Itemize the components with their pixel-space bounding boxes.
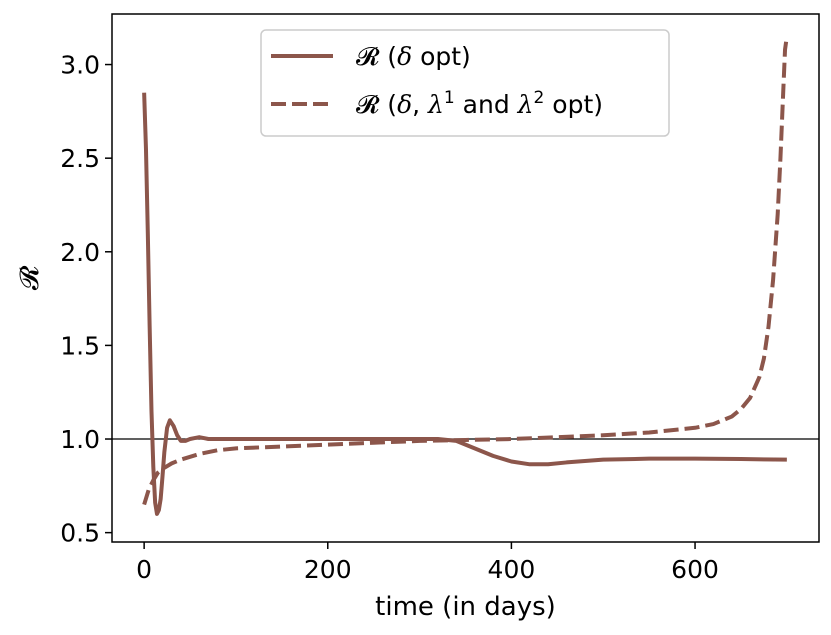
plot-frame	[111, 13, 820, 543]
x-tick-label: 600	[671, 555, 719, 584]
legend-label-1: 𝓡 (δ, λ1 and λ2 opt)	[356, 88, 603, 119]
x-tick-label: 200	[304, 555, 352, 584]
y-tick-label: 3.0	[60, 51, 100, 80]
y-tick-label: 2.0	[60, 238, 100, 267]
plot-layer	[112, 36, 819, 516]
ticks-layer: 0 200 400 600 0.5 1.0 1.5 2.0 2.5 3.0	[60, 51, 719, 584]
y-axis-label: 𝓡	[15, 265, 45, 290]
y-tick-label: 0.5	[60, 519, 100, 548]
series-line-1	[142, 36, 789, 506]
series-line-0	[142, 92, 787, 516]
x-tick-label: 400	[488, 555, 536, 584]
legend-box	[260, 29, 670, 137]
legend: 𝓡 (δ opt) 𝓡 (δ, λ1 and λ2 opt)	[260, 29, 670, 137]
x-axis-label: time (in days)	[375, 592, 556, 622]
y-tick-label: 1.0	[60, 425, 100, 454]
x-tick-label: 0	[136, 555, 152, 584]
y-tick-label: 1.5	[60, 331, 100, 360]
y-tick-label: 2.5	[60, 144, 100, 173]
legend-label-0: 𝓡 (δ opt)	[356, 42, 471, 71]
